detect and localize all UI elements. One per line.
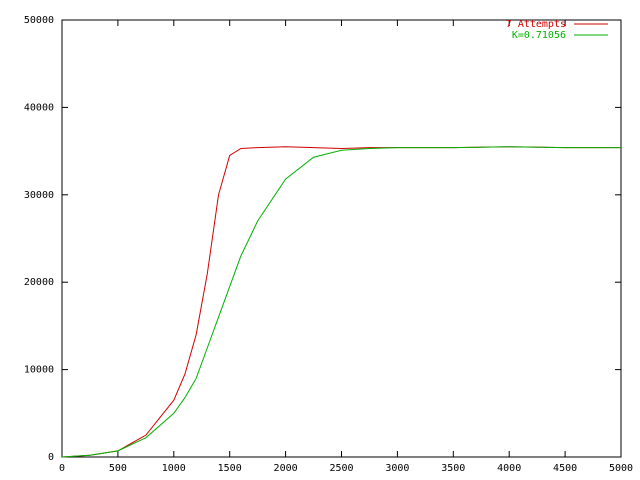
x-tick-label: 0 bbox=[59, 463, 65, 474]
x-tick-label: 3000 bbox=[385, 463, 409, 474]
y-tick-label: 10000 bbox=[24, 365, 54, 376]
x-tick-label: 1000 bbox=[162, 463, 186, 474]
x-tick-label: 4500 bbox=[553, 463, 577, 474]
series-line bbox=[61, 146, 621, 458]
y-tick-label: 20000 bbox=[24, 277, 54, 288]
x-tick-label: 500 bbox=[109, 463, 127, 474]
legend-label: 7 Attempts bbox=[506, 19, 566, 30]
y-tick-label: 0 bbox=[48, 452, 54, 463]
plot-border bbox=[61, 19, 622, 458]
x-tick-label: 4000 bbox=[497, 463, 521, 474]
x-tick-label: 3500 bbox=[441, 463, 465, 474]
series-line bbox=[61, 146, 621, 458]
x-tick-label: 2500 bbox=[329, 463, 353, 474]
x-tick-label: 1500 bbox=[218, 463, 242, 474]
x-tick-label: 5000 bbox=[609, 463, 633, 474]
y-tick-label: 40000 bbox=[24, 102, 54, 113]
y-tick-label: 30000 bbox=[24, 190, 54, 201]
y-tick-label: 50000 bbox=[24, 15, 54, 26]
legend-label: K=0.71056 bbox=[512, 30, 566, 41]
x-tick-label: 2000 bbox=[274, 463, 298, 474]
